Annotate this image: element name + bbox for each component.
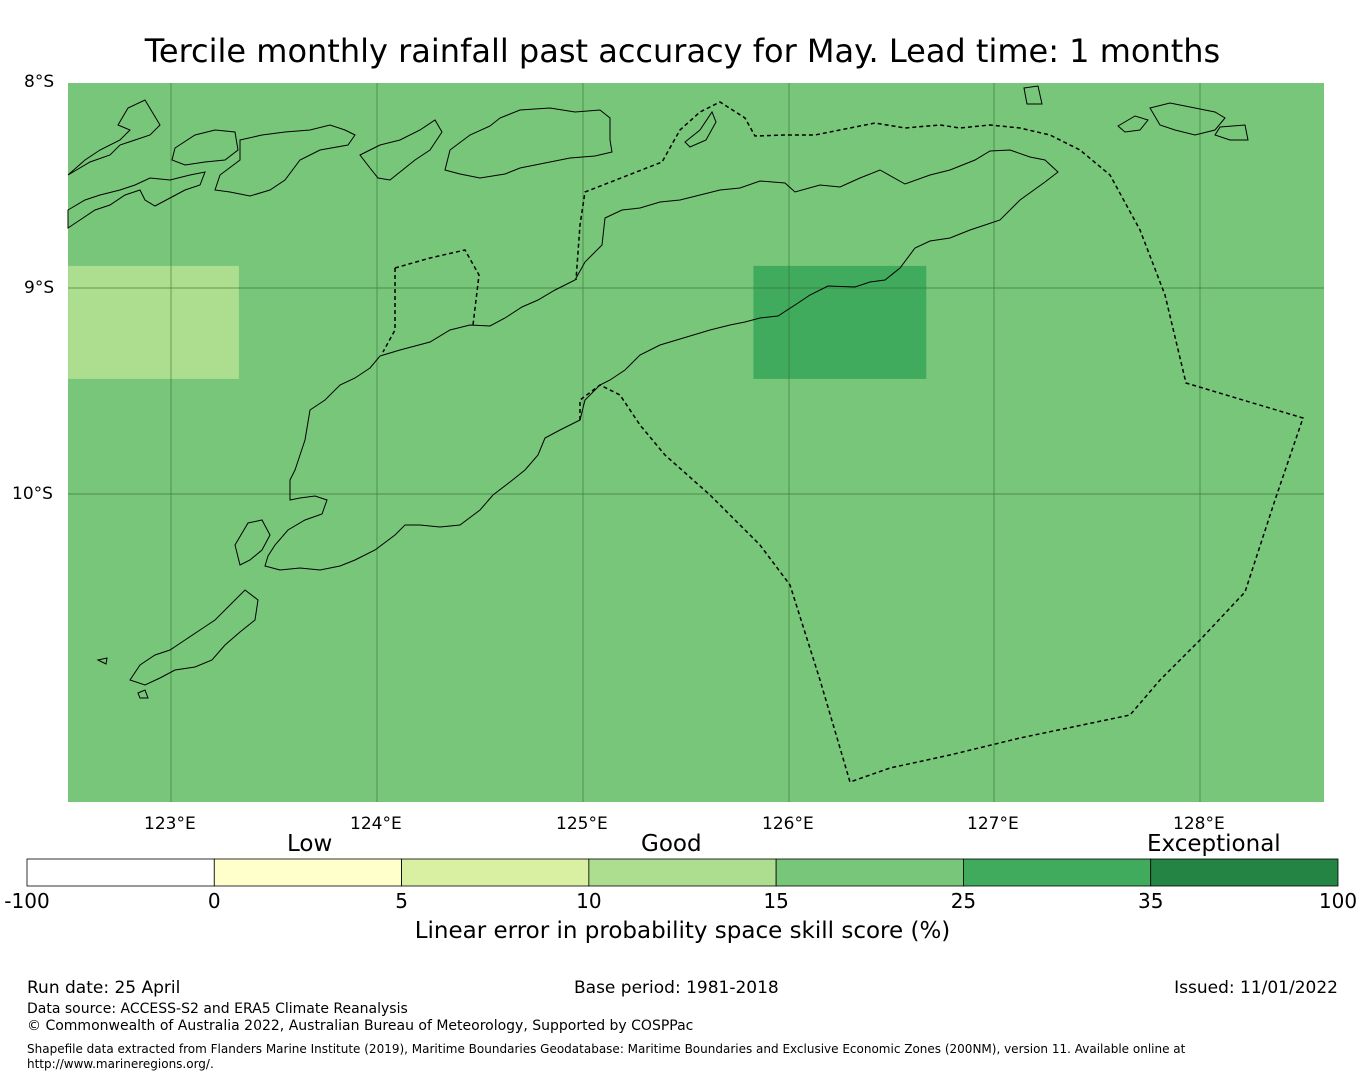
maritime-boundaries (382, 101, 1304, 783)
lat-label-8s: 8°S (24, 72, 55, 92)
lon-label-123e: 123°E (144, 814, 196, 834)
colorbar-group-exceptional: Exceptional (1147, 831, 1281, 857)
lon-label-126e: 126°E (762, 814, 814, 834)
pantar-island-coast (214, 124, 356, 197)
colorbar-segment-4 (775, 858, 964, 887)
alor-island-coast (359, 119, 443, 181)
lon-label-128e: 128°E (1173, 814, 1225, 834)
base-period: Base period: 1981-2018 (574, 978, 779, 998)
colorbar-tick-7: 100 (1318, 889, 1358, 913)
lon-label-127e: 127°E (967, 814, 1019, 834)
gridlines (68, 83, 1324, 802)
wetar-island-coast (444, 107, 613, 179)
map-background (68, 83, 1324, 802)
lat-label-10s: 10°S (12, 484, 53, 504)
lon-label-125e: 125°E (556, 814, 608, 834)
shapefile-credit-line2: http://www.marineregions.org/. (27, 1057, 214, 1071)
colorbar-segment-6 (1150, 858, 1339, 887)
colorbar-tick-1: 0 (207, 889, 221, 913)
rote-island-coast (234, 519, 271, 566)
colorbar-group-good: Good (641, 831, 702, 857)
skill-cells (68, 265, 927, 379)
colorbar-segment-0 (26, 858, 215, 887)
colorbar-segment-5 (963, 858, 1152, 887)
shapefile-credit-line1: Shapefile data extracted from Flanders M… (27, 1042, 1186, 1056)
skill-cell-0 (68, 265, 239, 379)
oecusse-boundary (382, 249, 480, 353)
colorbar-segment-2 (401, 858, 590, 887)
small-island-coast-2 (137, 689, 149, 699)
sumba-south-coast (67, 171, 206, 229)
colorbar-tick-5: 25 (950, 889, 977, 913)
skill-cell-1 (753, 265, 927, 379)
leti-island-coast (1149, 102, 1226, 136)
colorbar-label: Linear error in probability space skill … (414, 918, 951, 944)
colorbar-group-low: Low (287, 831, 333, 857)
lembata-island-coast (171, 129, 239, 166)
atauro-island-coast (684, 110, 717, 148)
colorbar-tick-4: 15 (763, 889, 789, 913)
data-source: Data source: ACCESS-S2 and ERA5 Climate … (27, 1001, 408, 1017)
lat-label-9s: 9°S (24, 278, 55, 298)
kisar-island-coast (1117, 115, 1149, 133)
small-island-coast-3 (96, 657, 108, 665)
small-island-coast-1 (1023, 85, 1043, 105)
timor-leste-eez-boundary (575, 101, 1304, 783)
sawu-island-coast (129, 589, 259, 686)
colorbar-tick-6: 35 (1137, 889, 1164, 913)
colorbar-tick-0: -100 (4, 889, 50, 913)
lon-label-124e: 124°E (350, 814, 402, 834)
coastlines (67, 85, 1249, 699)
chart-title: Tercile monthly rainfall past accuracy f… (144, 32, 1221, 70)
colorbar (26, 858, 1339, 887)
run-date: Run date: 25 April (27, 978, 181, 998)
colorbar-segments (26, 858, 1339, 887)
colorbar-tick-3: 10 (576, 889, 602, 913)
flores-islands-coast (67, 99, 161, 176)
issued-date: Issued: 11/01/2022 (1174, 978, 1338, 998)
colorbar-tick-2: 5 (395, 889, 408, 913)
timor-island-coast (264, 149, 1059, 571)
moa-island-coast (1214, 124, 1249, 141)
colorbar-segment-3 (588, 858, 777, 887)
colorbar-segment-1 (213, 858, 402, 887)
copyright: © Commonwealth of Australia 2022, Austra… (27, 1018, 694, 1034)
